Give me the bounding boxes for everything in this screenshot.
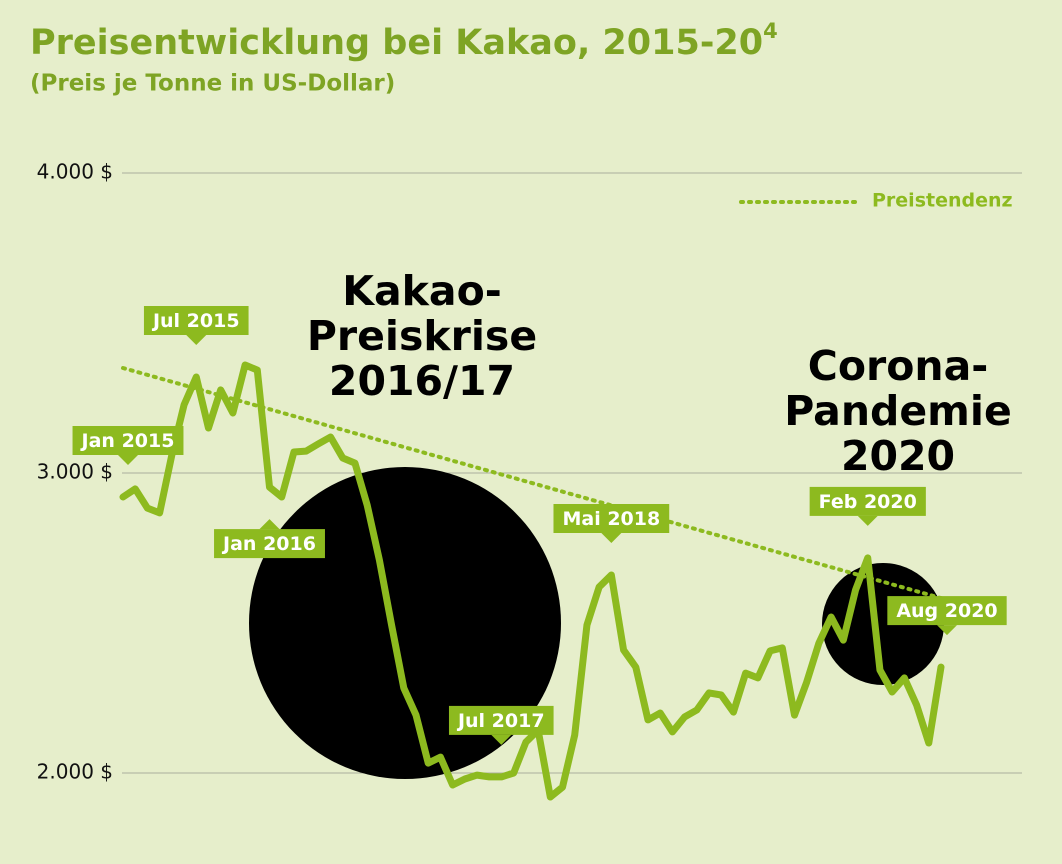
annotation-text: Kakao-: [342, 267, 502, 315]
callout-pointer: [259, 519, 280, 530]
legend-label: Preistendenz: [872, 190, 1013, 212]
callout-box: [553, 504, 670, 533]
annotation-text: Pandemie: [784, 387, 1012, 435]
title-text: Preisentwicklung bei Kakao, 2015-20: [30, 23, 763, 63]
callout-box: [448, 705, 554, 735]
chart-subtitle: (Preis je Tonne in US-Dollar): [30, 71, 395, 97]
annotation-text: Corona-: [808, 342, 989, 390]
callout: [553, 504, 670, 543]
callout: [809, 486, 926, 526]
callout-pointer: [857, 515, 878, 526]
annotation-text: Preiskrise: [307, 312, 537, 360]
trend-line: [121, 366, 943, 601]
callout-box: [809, 486, 926, 516]
chart-title: Preisentwicklung bei Kakao, 2015-204: [30, 19, 778, 63]
annotation-text: 2016/17: [329, 357, 515, 405]
callout-box: [72, 426, 184, 455]
callout-box: [214, 529, 325, 559]
callout-box: [887, 596, 1007, 626]
callout-pointer: [186, 335, 207, 345]
callout: [214, 519, 325, 559]
callout: [143, 306, 249, 345]
callout-label: Feb 2020: [819, 491, 917, 513]
callout-label: Mai 2018: [562, 508, 660, 530]
callout: [448, 705, 554, 745]
callout: [72, 426, 184, 465]
y-tick-label: 2.000 $: [37, 760, 113, 784]
callout-label: Jul 2017: [456, 710, 545, 732]
callout-label: Jan 2015: [80, 430, 175, 452]
callout-label: Jan 2016: [221, 533, 316, 555]
callout-pointer: [937, 625, 957, 636]
callout-pointer: [601, 533, 622, 543]
y-tick-label: 3.000 $: [37, 460, 113, 484]
price-line: [119, 361, 945, 801]
y-tick-label: 4.000 $: [37, 160, 113, 184]
callout-pointer: [491, 734, 512, 745]
title-footnote: 4: [763, 19, 778, 43]
callout-label: Jul 2015: [151, 310, 240, 332]
callout-label: Aug 2020: [896, 600, 997, 622]
crisis-bubble: [249, 467, 561, 779]
annotation-text: 2020: [841, 432, 955, 480]
callout-box: [143, 306, 249, 335]
callout: [887, 596, 1007, 636]
callout-pointer: [118, 455, 138, 465]
